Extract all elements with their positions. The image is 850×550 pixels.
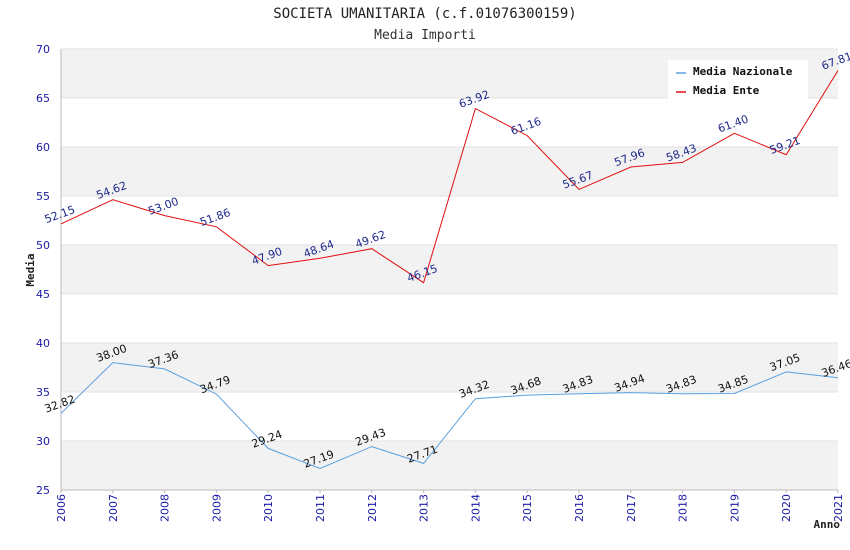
x-tick-label: 2021 [832, 494, 845, 522]
y-tick-label: 30 [36, 435, 50, 448]
y-tick-label: 45 [36, 288, 50, 301]
legend-box [668, 60, 808, 102]
grid-band [61, 98, 838, 147]
x-tick-label: 2018 [677, 494, 690, 522]
x-axis-label: Anno [814, 518, 841, 531]
legend-label-media-ente: Media Ente [693, 84, 760, 97]
y-tick-label: 50 [36, 239, 50, 252]
grid-band [61, 245, 838, 294]
x-tick-label: 2020 [780, 494, 793, 522]
x-tick-label: 2019 [728, 494, 741, 522]
y-tick-label: 65 [36, 92, 50, 105]
chart-title: SOCIETA UMANITARIA (c.f.01076300159) [273, 6, 576, 22]
x-tick-label: 2014 [469, 494, 482, 522]
y-tick-label: 70 [36, 43, 50, 56]
x-tick-label: 2008 [159, 494, 172, 522]
x-tick-label: 2015 [521, 494, 534, 522]
y-tick-label: 25 [36, 484, 50, 497]
grid-band [61, 392, 838, 441]
grid-band [61, 147, 838, 196]
series-line-media-nazionale [60, 362, 839, 470]
x-tick-label: 2016 [573, 494, 586, 522]
y-tick-label: 40 [36, 337, 50, 350]
x-tick-label: 2013 [418, 494, 431, 522]
x-tick-label: 2017 [625, 494, 638, 522]
x-tick-label: 2009 [210, 494, 223, 522]
y-tick-label: 55 [36, 190, 50, 203]
x-tick-label: 2011 [314, 494, 327, 522]
x-tick-labels: 2006 2007 2008 2009 2010 2011 2012 2013 2014 2015… [55, 490, 845, 522]
y-tick-label: 35 [36, 386, 50, 399]
series-line-media-ente [60, 70, 839, 284]
grid-band [61, 196, 838, 245]
x-tick-label: 2012 [366, 494, 379, 522]
x-tick-label: 2007 [107, 494, 120, 522]
legend-label-media-nazionale: Media Nazionale [693, 65, 793, 78]
y-axis-label: Media [24, 253, 37, 286]
series-lines [60, 70, 839, 470]
grid-band [61, 343, 838, 392]
x-tick-label: 2010 [262, 494, 275, 522]
grid-band [61, 294, 838, 343]
grid-bands [61, 49, 838, 490]
grid-band [61, 441, 838, 490]
y-tick-labels: 25 30 35 40 45 50 55 60 65 70 [36, 43, 50, 497]
chart-subtitle: Media Importi [374, 28, 476, 43]
x-tick-label: 2006 [55, 494, 68, 522]
y-tick-label: 60 [36, 141, 50, 154]
legend: Media Nazionale Media Ente [668, 60, 808, 102]
